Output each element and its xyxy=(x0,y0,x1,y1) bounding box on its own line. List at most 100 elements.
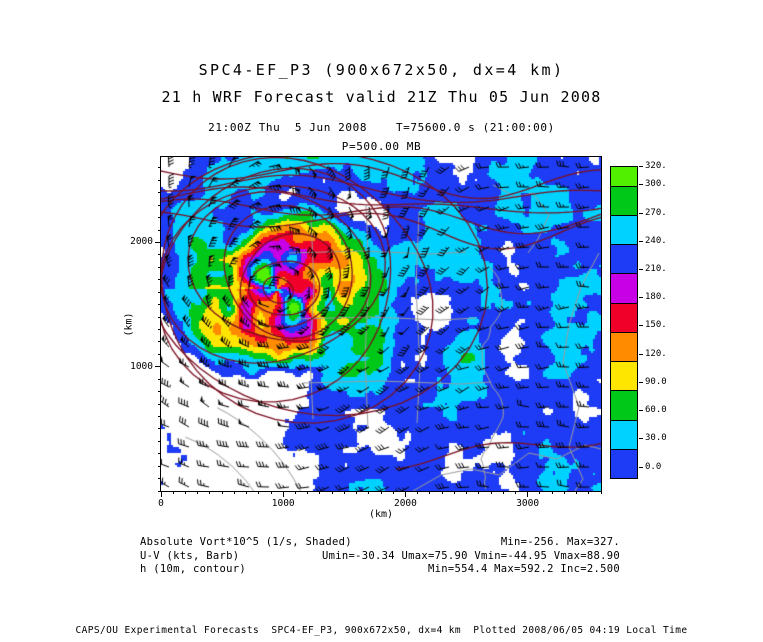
legend-contour-stats: Min=554.4 Max=592.2 Inc=2.500 xyxy=(427,563,620,575)
x-minor-tick xyxy=(539,491,541,494)
y-minor-tick xyxy=(158,291,161,293)
colorbar-cell xyxy=(611,361,637,391)
y-minor-tick xyxy=(158,328,161,330)
y-minor-tick xyxy=(158,353,161,355)
colorbar-cell xyxy=(611,185,637,216)
y-minor-tick xyxy=(158,204,161,206)
colorbar-cell xyxy=(611,419,637,449)
x-minor-tick xyxy=(270,491,272,494)
x-minor-tick xyxy=(307,491,309,494)
x-minor-tick xyxy=(453,491,455,494)
colorbar-cell xyxy=(611,390,637,420)
x-minor-tick xyxy=(184,491,186,494)
x-minor-tick xyxy=(588,491,590,494)
x-minor-tick xyxy=(502,491,504,494)
pressure-level-line: P=500.00 MB xyxy=(341,140,422,153)
y-minor-tick xyxy=(158,192,161,194)
colorbar-tick xyxy=(639,353,643,355)
legend-barb-label: U-V (kts, Barb) xyxy=(140,549,240,562)
plot-subtitle: 21 h WRF Forecast valid 21Z Thu 05 Jun 2… xyxy=(161,88,602,106)
colorbar-tick xyxy=(639,297,643,299)
x-minor-tick xyxy=(514,491,516,494)
x-minor-tick xyxy=(466,491,468,494)
colorbar-cell xyxy=(611,331,637,362)
x-minor-tick xyxy=(490,491,492,494)
colorbar-tick xyxy=(639,240,643,242)
y-minor-tick xyxy=(158,304,161,306)
y-minor-tick xyxy=(158,403,161,405)
x-minor-tick xyxy=(441,491,443,494)
x-axis-unit: (km) xyxy=(368,509,394,520)
y-minor-tick xyxy=(158,366,161,368)
colorbar-label: 90.0 xyxy=(645,376,667,387)
colorbar-label: 120. xyxy=(645,348,667,359)
x-minor-tick xyxy=(600,491,602,494)
x-minor-tick xyxy=(258,491,260,494)
colorbar-cells xyxy=(610,166,638,479)
legend-barb-stats: Umin=-30.34 Umax=75.90 Vmin=-44.95 Vmax=… xyxy=(322,549,620,562)
y-minor-tick xyxy=(158,391,161,393)
colorbar-tick xyxy=(639,381,643,383)
x-minor-tick xyxy=(380,491,382,494)
y-minor-tick xyxy=(158,167,161,169)
colorbar-cell xyxy=(611,167,637,186)
y-minor-tick xyxy=(158,179,161,181)
colorbar-label: 240. xyxy=(645,235,667,246)
legend-shaded-stats: Min=-256. Max=327. xyxy=(500,536,620,548)
legend-row: Absolute Vort*10^5 (1/s, Shaded) Min=-25… xyxy=(140,536,620,550)
colorbar-tick xyxy=(639,466,643,468)
colorbar-tick xyxy=(639,165,643,167)
colorbar-label: 180. xyxy=(645,292,667,303)
colorbar-label: 60.0 xyxy=(645,405,667,416)
y-minor-tick xyxy=(158,440,161,442)
legend-shaded-label: Absolute Vort*10^5 (1/s, Shaded) xyxy=(140,536,352,548)
colorbar-label: 150. xyxy=(645,320,667,331)
x-minor-tick xyxy=(209,491,211,494)
x-minor-tick xyxy=(576,491,578,494)
colorbar-tick xyxy=(639,410,643,412)
x-minor-tick xyxy=(527,491,529,494)
plot-area: (km) (km) 0 1000 2000 3000 1000 2000 xyxy=(124,156,602,520)
legend-contour-label: h (10m, contour) xyxy=(140,563,246,575)
legend: Absolute Vort*10^5 (1/s, Shaded) Min=-25… xyxy=(140,536,620,577)
legend-row: h (10m, contour) Min=554.4 Max=592.2 Inc… xyxy=(140,563,620,577)
x-minor-tick xyxy=(417,491,419,494)
y-minor-tick xyxy=(158,316,161,318)
x-minor-tick xyxy=(319,491,321,494)
x-minor-tick xyxy=(233,491,235,494)
y-minor-tick xyxy=(158,478,161,480)
x-minor-tick xyxy=(331,491,333,494)
colorbar-label: 30.0 xyxy=(645,433,667,444)
x-minor-tick xyxy=(221,491,223,494)
x-minor-tick xyxy=(392,491,394,494)
map-canvas xyxy=(161,157,601,491)
colorbar-cell xyxy=(611,215,637,245)
colorbar-cell xyxy=(611,244,637,274)
x-minor-tick xyxy=(368,491,370,494)
x-minor-tick xyxy=(563,491,565,494)
colorbar-cell xyxy=(611,302,637,332)
y-axis-unit: (km) xyxy=(123,312,135,337)
colorbar-label: 270. xyxy=(645,207,667,218)
x-minor-tick xyxy=(356,491,358,494)
x-minor-tick xyxy=(404,491,406,494)
colorbar-tick xyxy=(639,184,643,186)
colorbar-cell xyxy=(611,448,637,478)
x-minor-tick xyxy=(294,491,296,494)
legend-row: U-V (kts, Barb) Umin=-30.34 Umax=75.90 V… xyxy=(140,550,620,564)
x-tick-label: 1000 xyxy=(271,498,295,509)
colorbar-label: 210. xyxy=(645,263,667,274)
y-minor-tick xyxy=(158,378,161,380)
colorbar-tick xyxy=(639,438,643,440)
y-tick-label: 1000 xyxy=(130,360,153,372)
y-minor-tick xyxy=(158,254,161,256)
footer-caption: CAPS/OU Experimental Forecasts SPC4-EF_P… xyxy=(75,625,688,636)
y-minor-tick xyxy=(158,415,161,417)
x-tick-label: 3000 xyxy=(516,498,540,509)
x-major-tick xyxy=(527,491,529,497)
colorbar-label: 320. xyxy=(645,160,667,171)
y-minor-tick xyxy=(158,490,161,492)
colorbar-label: 0.0 xyxy=(645,461,662,472)
x-minor-tick xyxy=(246,491,248,494)
